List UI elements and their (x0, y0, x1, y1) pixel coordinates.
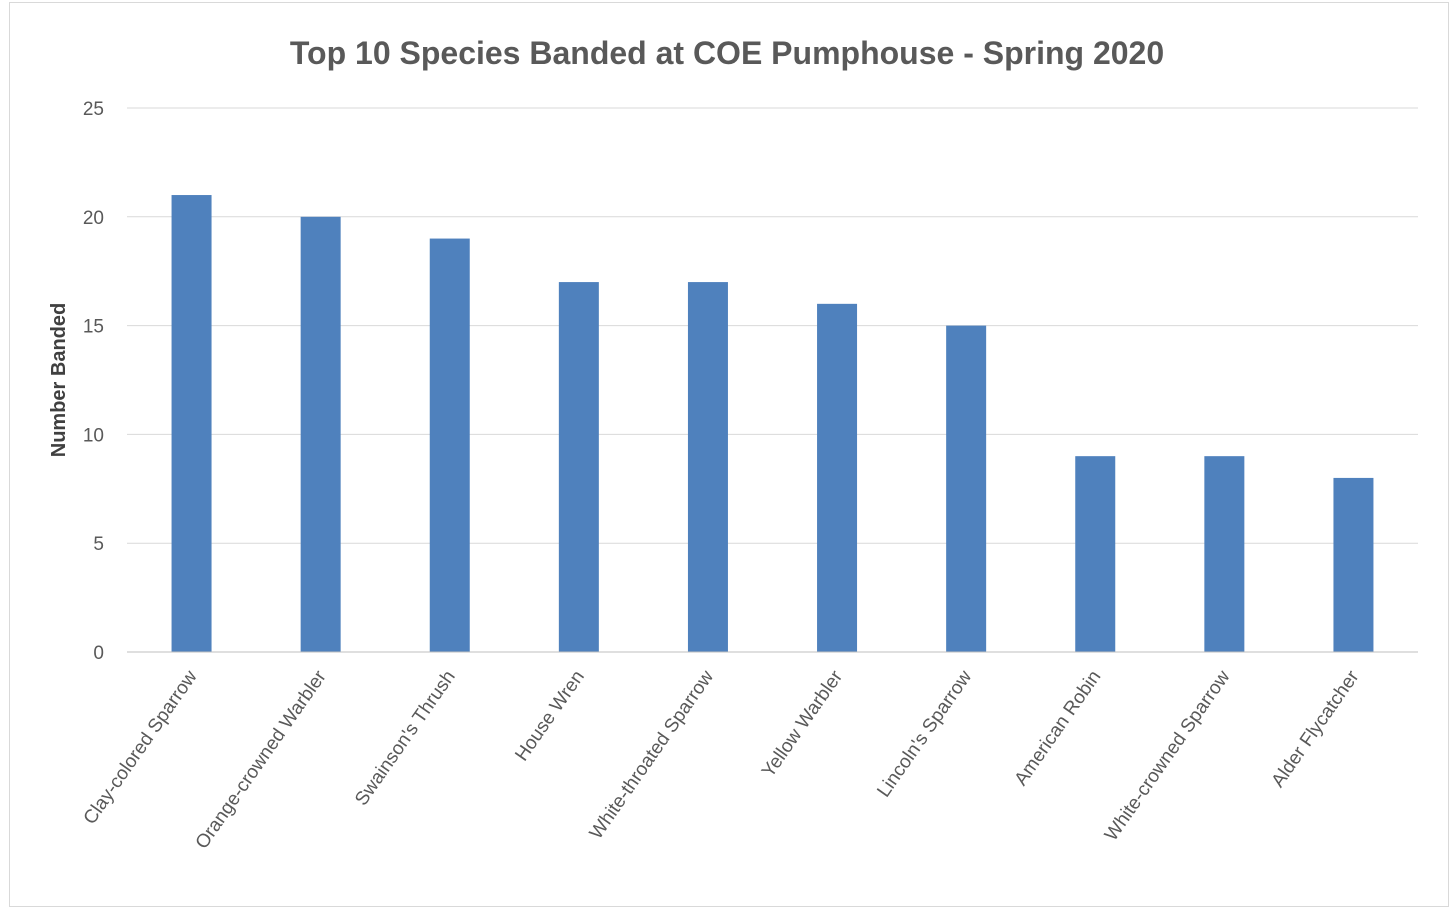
x-category-label: Alder Flycatcher (1268, 666, 1364, 791)
bar (687, 282, 728, 652)
x-category-label: Lincoln's Sparrow (873, 667, 976, 802)
bar (171, 195, 212, 653)
y-tick-label: 5 (93, 534, 104, 555)
bars (171, 195, 1374, 653)
y-tick-label: 25 (83, 99, 104, 120)
x-category-label: Swainson's Thrush (351, 667, 460, 810)
gridlines (127, 107, 1418, 544)
y-axis-label: Number Banded (48, 303, 70, 457)
y-tick-label: 0 (93, 643, 104, 664)
y-tick-label: 15 (83, 317, 104, 338)
bar (558, 282, 599, 652)
x-category-label: Yellow Warbler (758, 666, 847, 781)
x-category-label: American Robin (1011, 667, 1106, 790)
chart-frame (9, 2, 1449, 907)
bar (817, 303, 858, 652)
x-category-label: Orange-crowned Warbler (192, 666, 332, 853)
x-category-label: Clay-colored Sparrow (80, 667, 202, 829)
y-tick-label: 20 (83, 208, 104, 229)
x-category-label: White-throated Sparrow (586, 667, 718, 844)
bar (946, 325, 987, 652)
x-category-label: White-crowned Sparrow (1101, 667, 1235, 845)
x-category-label: House Wren (511, 667, 589, 765)
bar (1333, 477, 1374, 652)
y-axis-ticks: 0 5 10 15 20 25 (83, 99, 104, 664)
y-tick-label: 10 (83, 425, 104, 446)
bar (1075, 456, 1116, 652)
bar (429, 238, 470, 652)
bar (300, 216, 341, 653)
chart-title: Top 10 Species Banded at COE Pumphouse -… (290, 35, 1164, 71)
bar (1204, 456, 1245, 652)
